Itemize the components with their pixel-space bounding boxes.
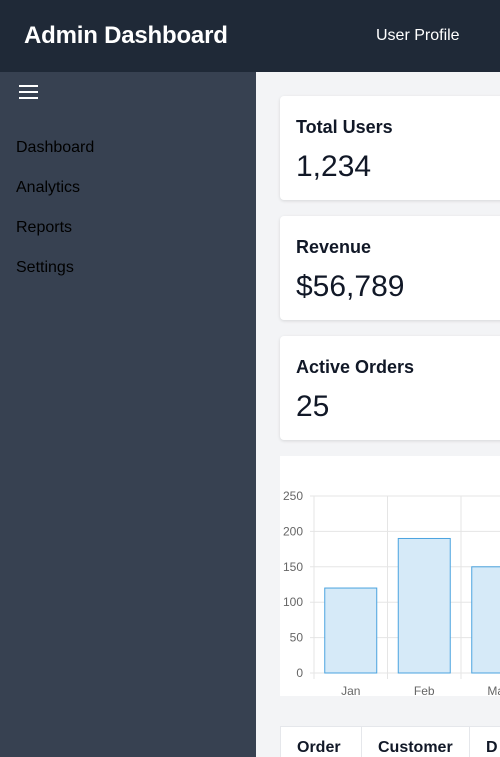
- stat-title: Active Orders: [296, 357, 415, 377]
- sidebar-item-reports[interactable]: Reports: [16, 219, 73, 236]
- y-tick-label: 250: [283, 489, 303, 503]
- bar-jan: [324, 587, 378, 674]
- sidebar-item-dashboard[interactable]: Dashboard: [16, 139, 95, 156]
- hamburger-menu-icon[interactable]: [19, 85, 38, 100]
- chart-svg: 0 50 100 150 200 250 Jan Feb Mar: [283, 489, 500, 696]
- stat-card-total-users: Total Users 1,234: [280, 96, 500, 200]
- main-content: Total Users 1,234 Revenue $56,789 Active…: [256, 72, 500, 757]
- app-title: Admin Dashboard: [24, 22, 228, 49]
- table-header-order[interactable]: Order: [281, 727, 362, 757]
- stat-value: $56,789: [296, 270, 405, 303]
- stat-card-revenue: Revenue $56,789: [280, 216, 500, 320]
- y-tick-label: 150: [283, 560, 303, 574]
- x-tick-label: Jan: [341, 684, 360, 696]
- y-tick-label: 200: [283, 524, 303, 538]
- stat-title: Total Users: [296, 117, 393, 137]
- y-tick-label: 100: [283, 595, 303, 609]
- top-header: Admin Dashboard User Profile: [0, 0, 500, 72]
- table-header-date[interactable]: D: [486, 739, 498, 756]
- x-tick-label: Mar: [487, 684, 500, 696]
- sidebar-item-analytics[interactable]: Analytics: [16, 179, 81, 196]
- bar-chart: 0 50 100 150 200 250 Jan Feb Mar: [280, 456, 500, 696]
- stat-card-active-orders: Active Orders 25: [280, 336, 500, 440]
- stat-title: Revenue: [296, 237, 372, 257]
- user-profile-link[interactable]: User Profile: [376, 27, 460, 44]
- stat-value: 25: [296, 390, 330, 423]
- stat-value: 1,234: [296, 150, 372, 183]
- sidebar: [0, 72, 256, 757]
- y-tick-label: 0: [296, 666, 303, 680]
- bar-mar: [471, 566, 500, 674]
- table-header-customer[interactable]: Customer: [362, 727, 470, 757]
- orders-table: Order Customer D: [280, 726, 500, 757]
- bar-feb: [397, 537, 451, 674]
- sidebar-item-settings[interactable]: Settings: [16, 259, 74, 276]
- x-tick-label: Feb: [414, 684, 435, 696]
- y-tick-label: 50: [290, 631, 304, 645]
